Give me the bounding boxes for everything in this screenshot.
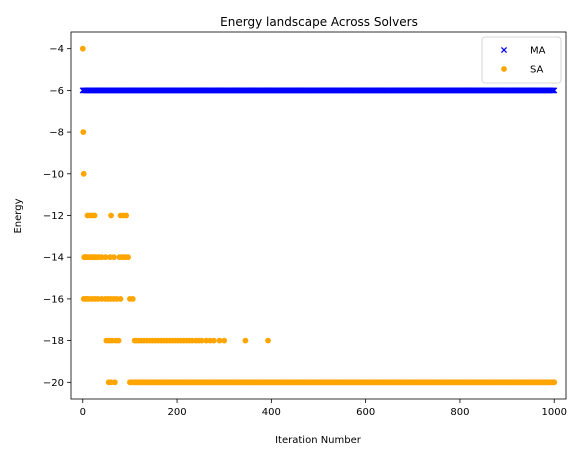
legend-marker-ma bbox=[500, 46, 508, 54]
sa-point bbox=[111, 254, 117, 261]
y-tick-label: −8 bbox=[49, 128, 64, 139]
sa-point bbox=[91, 212, 98, 219]
chart-title: Energy landscape Across Solvers bbox=[220, 15, 418, 29]
y-tick-label: −16 bbox=[43, 294, 64, 305]
sa-point bbox=[198, 337, 205, 344]
legend-marker-sa bbox=[501, 66, 507, 72]
y-tick-label: −18 bbox=[43, 336, 64, 347]
series-sa bbox=[79, 45, 558, 386]
legend: MA SA bbox=[481, 36, 562, 84]
ma-point bbox=[550, 87, 557, 94]
legend-item-sa: SA bbox=[501, 65, 544, 76]
ma-point bbox=[551, 87, 558, 94]
x-tick-label: 600 bbox=[356, 407, 375, 418]
sa-point bbox=[125, 254, 131, 261]
y-tick-label: −10 bbox=[43, 169, 64, 180]
y-tick-label: −12 bbox=[43, 211, 64, 222]
y-tick-label: −20 bbox=[43, 378, 64, 389]
x-tick-label: 400 bbox=[262, 407, 281, 418]
sa-point bbox=[551, 379, 558, 386]
sa-point bbox=[108, 212, 114, 219]
x-tick-label: 1000 bbox=[541, 407, 566, 418]
y-axis: −4 −6 −8 −10 −12 −14 −16 −18 −20 bbox=[43, 44, 71, 389]
legend-box bbox=[481, 36, 562, 84]
sa-point bbox=[129, 296, 136, 302]
sa-point bbox=[102, 254, 109, 261]
ma-point bbox=[549, 87, 556, 94]
sa-point bbox=[210, 337, 217, 344]
sa-point bbox=[117, 296, 124, 302]
legend-label: SA bbox=[530, 65, 544, 76]
y-tick-label: −14 bbox=[43, 253, 64, 264]
y-axis-label: Energy bbox=[13, 198, 24, 233]
sa-point bbox=[242, 337, 249, 344]
legend-label: MA bbox=[530, 46, 546, 57]
sa-point bbox=[79, 45, 86, 52]
sa-point bbox=[221, 337, 228, 344]
sa-point bbox=[123, 212, 130, 219]
y-tick-label: −4 bbox=[49, 44, 64, 55]
sa-point bbox=[80, 170, 87, 177]
sa-point bbox=[111, 379, 118, 386]
x-axis: 0 200 400 600 800 1000 bbox=[80, 399, 567, 418]
x-tick-label: 200 bbox=[168, 407, 187, 418]
legend-item-ma: MA bbox=[500, 46, 546, 57]
y-tick-label: −6 bbox=[49, 86, 64, 97]
sa-point bbox=[80, 129, 87, 135]
sa-point bbox=[115, 337, 122, 344]
x-axis-label: Iteration Number bbox=[275, 435, 362, 446]
sa-point bbox=[216, 337, 223, 344]
plot-marks bbox=[79, 45, 558, 386]
x-tick-label: 800 bbox=[450, 407, 469, 418]
sa-point bbox=[265, 337, 271, 344]
x-tick-label: 0 bbox=[80, 407, 86, 418]
series-ma bbox=[79, 87, 558, 94]
